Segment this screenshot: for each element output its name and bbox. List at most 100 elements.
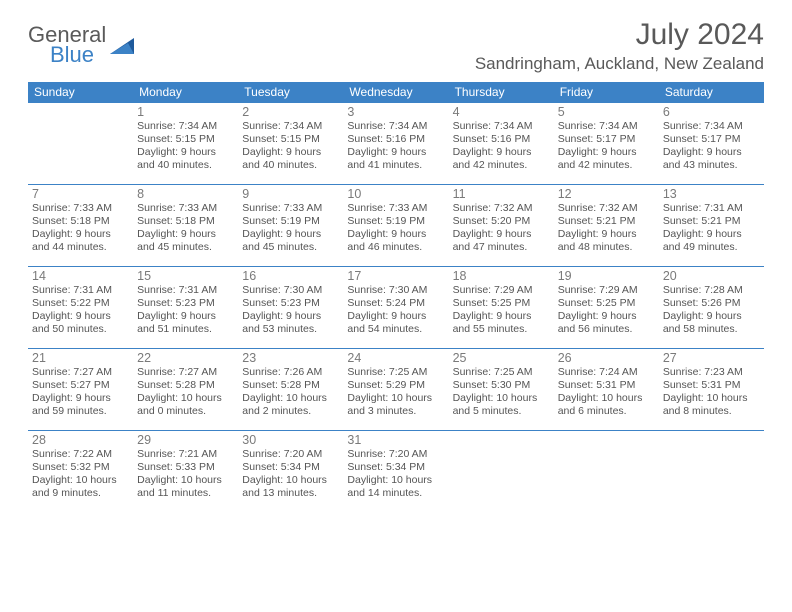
- logo: General Blue: [28, 18, 136, 66]
- day-number: 13: [663, 187, 760, 201]
- day-number: 26: [558, 351, 655, 365]
- calendar-cell: 21Sunrise: 7:27 AMSunset: 5:27 PMDayligh…: [28, 349, 133, 431]
- day-number: 8: [137, 187, 234, 201]
- calendar-cell: 11Sunrise: 7:32 AMSunset: 5:20 PMDayligh…: [449, 185, 554, 267]
- day-info: Sunrise: 7:31 AMSunset: 5:23 PMDaylight:…: [137, 284, 234, 337]
- day-number: 9: [242, 187, 339, 201]
- calendar-cell: 19Sunrise: 7:29 AMSunset: 5:25 PMDayligh…: [554, 267, 659, 349]
- calendar-cell: 2Sunrise: 7:34 AMSunset: 5:15 PMDaylight…: [238, 103, 343, 185]
- day-number: 21: [32, 351, 129, 365]
- day-header: Wednesday: [343, 82, 448, 103]
- day-info: Sunrise: 7:22 AMSunset: 5:32 PMDaylight:…: [32, 448, 129, 501]
- calendar-row: 7Sunrise: 7:33 AMSunset: 5:18 PMDaylight…: [28, 185, 764, 267]
- calendar-cell: 23Sunrise: 7:26 AMSunset: 5:28 PMDayligh…: [238, 349, 343, 431]
- calendar-cell: 22Sunrise: 7:27 AMSunset: 5:28 PMDayligh…: [133, 349, 238, 431]
- day-number: 7: [32, 187, 129, 201]
- day-info: Sunrise: 7:34 AMSunset: 5:16 PMDaylight:…: [347, 120, 444, 173]
- day-number: 12: [558, 187, 655, 201]
- day-info: Sunrise: 7:29 AMSunset: 5:25 PMDaylight:…: [453, 284, 550, 337]
- logo-text-2: Blue: [50, 44, 106, 66]
- day-info: Sunrise: 7:34 AMSunset: 5:15 PMDaylight:…: [242, 120, 339, 173]
- day-info: Sunrise: 7:20 AMSunset: 5:34 PMDaylight:…: [242, 448, 339, 501]
- calendar-row: 21Sunrise: 7:27 AMSunset: 5:27 PMDayligh…: [28, 349, 764, 431]
- title-block: July 2024 Sandringham, Auckland, New Zea…: [475, 18, 764, 74]
- day-info: Sunrise: 7:30 AMSunset: 5:24 PMDaylight:…: [347, 284, 444, 337]
- day-info: Sunrise: 7:31 AMSunset: 5:21 PMDaylight:…: [663, 202, 760, 255]
- day-header: Thursday: [449, 82, 554, 103]
- day-header: Tuesday: [238, 82, 343, 103]
- calendar-row: 28Sunrise: 7:22 AMSunset: 5:32 PMDayligh…: [28, 431, 764, 513]
- calendar-cell: 27Sunrise: 7:23 AMSunset: 5:31 PMDayligh…: [659, 349, 764, 431]
- day-info: Sunrise: 7:23 AMSunset: 5:31 PMDaylight:…: [663, 366, 760, 419]
- day-info: Sunrise: 7:33 AMSunset: 5:19 PMDaylight:…: [242, 202, 339, 255]
- day-number: 29: [137, 433, 234, 447]
- day-number: 30: [242, 433, 339, 447]
- calendar-cell: 1Sunrise: 7:34 AMSunset: 5:15 PMDaylight…: [133, 103, 238, 185]
- calendar-cell: [659, 431, 764, 513]
- day-info: Sunrise: 7:24 AMSunset: 5:31 PMDaylight:…: [558, 366, 655, 419]
- day-number: 27: [663, 351, 760, 365]
- day-number: 4: [453, 105, 550, 119]
- calendar-row: 1Sunrise: 7:34 AMSunset: 5:15 PMDaylight…: [28, 103, 764, 185]
- day-number: 20: [663, 269, 760, 283]
- header: General Blue July 2024 Sandringham, Auck…: [28, 18, 764, 74]
- day-number: 15: [137, 269, 234, 283]
- day-info: Sunrise: 7:33 AMSunset: 5:18 PMDaylight:…: [32, 202, 129, 255]
- calendar-cell: 12Sunrise: 7:32 AMSunset: 5:21 PMDayligh…: [554, 185, 659, 267]
- day-number: 31: [347, 433, 444, 447]
- logo-triangle-icon: [110, 36, 136, 58]
- calendar-body: 1Sunrise: 7:34 AMSunset: 5:15 PMDaylight…: [28, 103, 764, 513]
- calendar-cell: 8Sunrise: 7:33 AMSunset: 5:18 PMDaylight…: [133, 185, 238, 267]
- calendar-cell: [28, 103, 133, 185]
- day-info: Sunrise: 7:32 AMSunset: 5:20 PMDaylight:…: [453, 202, 550, 255]
- day-header: Saturday: [659, 82, 764, 103]
- calendar-cell: 17Sunrise: 7:30 AMSunset: 5:24 PMDayligh…: [343, 267, 448, 349]
- calendar-cell: 3Sunrise: 7:34 AMSunset: 5:16 PMDaylight…: [343, 103, 448, 185]
- day-number: 25: [453, 351, 550, 365]
- day-info: Sunrise: 7:25 AMSunset: 5:30 PMDaylight:…: [453, 366, 550, 419]
- day-info: Sunrise: 7:34 AMSunset: 5:15 PMDaylight:…: [137, 120, 234, 173]
- calendar-cell: 29Sunrise: 7:21 AMSunset: 5:33 PMDayligh…: [133, 431, 238, 513]
- day-info: Sunrise: 7:25 AMSunset: 5:29 PMDaylight:…: [347, 366, 444, 419]
- day-info: Sunrise: 7:33 AMSunset: 5:19 PMDaylight:…: [347, 202, 444, 255]
- day-info: Sunrise: 7:28 AMSunset: 5:26 PMDaylight:…: [663, 284, 760, 337]
- calendar-cell: 6Sunrise: 7:34 AMSunset: 5:17 PMDaylight…: [659, 103, 764, 185]
- day-number: 10: [347, 187, 444, 201]
- calendar-cell: 9Sunrise: 7:33 AMSunset: 5:19 PMDaylight…: [238, 185, 343, 267]
- calendar-cell: 5Sunrise: 7:34 AMSunset: 5:17 PMDaylight…: [554, 103, 659, 185]
- day-number: 17: [347, 269, 444, 283]
- calendar-cell: 14Sunrise: 7:31 AMSunset: 5:22 PMDayligh…: [28, 267, 133, 349]
- day-number: 24: [347, 351, 444, 365]
- day-info: Sunrise: 7:31 AMSunset: 5:22 PMDaylight:…: [32, 284, 129, 337]
- day-number: 28: [32, 433, 129, 447]
- calendar-row: 14Sunrise: 7:31 AMSunset: 5:22 PMDayligh…: [28, 267, 764, 349]
- day-info: Sunrise: 7:29 AMSunset: 5:25 PMDaylight:…: [558, 284, 655, 337]
- day-number: 6: [663, 105, 760, 119]
- day-header: Sunday: [28, 82, 133, 103]
- day-info: Sunrise: 7:34 AMSunset: 5:17 PMDaylight:…: [558, 120, 655, 173]
- day-header-row: SundayMondayTuesdayWednesdayThursdayFrid…: [28, 82, 764, 103]
- day-number: 11: [453, 187, 550, 201]
- day-number: 19: [558, 269, 655, 283]
- day-info: Sunrise: 7:34 AMSunset: 5:17 PMDaylight:…: [663, 120, 760, 173]
- calendar-cell: 24Sunrise: 7:25 AMSunset: 5:29 PMDayligh…: [343, 349, 448, 431]
- calendar-cell: 18Sunrise: 7:29 AMSunset: 5:25 PMDayligh…: [449, 267, 554, 349]
- day-info: Sunrise: 7:30 AMSunset: 5:23 PMDaylight:…: [242, 284, 339, 337]
- day-number: 1: [137, 105, 234, 119]
- month-title: July 2024: [475, 18, 764, 52]
- calendar-cell: 25Sunrise: 7:25 AMSunset: 5:30 PMDayligh…: [449, 349, 554, 431]
- day-info: Sunrise: 7:20 AMSunset: 5:34 PMDaylight:…: [347, 448, 444, 501]
- day-info: Sunrise: 7:27 AMSunset: 5:28 PMDaylight:…: [137, 366, 234, 419]
- day-info: Sunrise: 7:21 AMSunset: 5:33 PMDaylight:…: [137, 448, 234, 501]
- calendar-cell: 10Sunrise: 7:33 AMSunset: 5:19 PMDayligh…: [343, 185, 448, 267]
- calendar-cell: 13Sunrise: 7:31 AMSunset: 5:21 PMDayligh…: [659, 185, 764, 267]
- calendar-cell: 20Sunrise: 7:28 AMSunset: 5:26 PMDayligh…: [659, 267, 764, 349]
- calendar-cell: 4Sunrise: 7:34 AMSunset: 5:16 PMDaylight…: [449, 103, 554, 185]
- day-info: Sunrise: 7:34 AMSunset: 5:16 PMDaylight:…: [453, 120, 550, 173]
- calendar-cell: 15Sunrise: 7:31 AMSunset: 5:23 PMDayligh…: [133, 267, 238, 349]
- calendar-cell: 26Sunrise: 7:24 AMSunset: 5:31 PMDayligh…: [554, 349, 659, 431]
- calendar-cell: 7Sunrise: 7:33 AMSunset: 5:18 PMDaylight…: [28, 185, 133, 267]
- day-info: Sunrise: 7:27 AMSunset: 5:27 PMDaylight:…: [32, 366, 129, 419]
- day-number: 5: [558, 105, 655, 119]
- calendar-cell: 16Sunrise: 7:30 AMSunset: 5:23 PMDayligh…: [238, 267, 343, 349]
